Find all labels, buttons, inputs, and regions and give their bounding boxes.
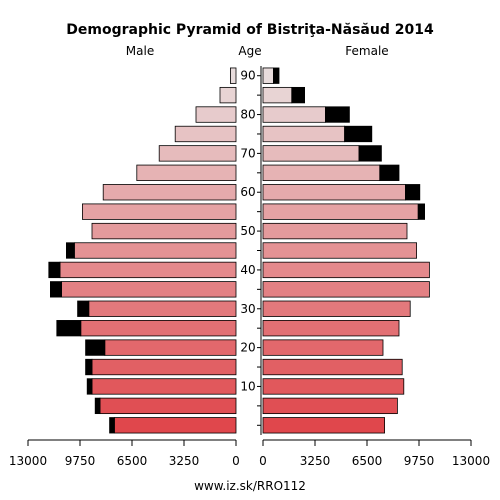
male-x-tick-label-6500: 6500 [117,454,148,468]
female-excess-90+ [272,67,280,84]
female-bar-25-29 [262,320,400,337]
female-x-tick-label-0: 0 [259,454,267,468]
age-tick-label-50: 50 [240,224,255,238]
source-footer: www.iz.sk/RRO112 [194,479,306,493]
male-bar-5-9 [99,397,237,415]
male-x-tick-label-9750: 9750 [65,454,96,468]
male-bar-0-4 [114,417,237,434]
female-x-tick-label-13000: 13000 [452,454,490,468]
male-bar-90+ [229,67,237,84]
female-bar-15-19 [262,358,403,376]
female-bar-35-39 [262,281,430,298]
male-bar-15-19 [91,358,237,376]
male-bar-20-24 [104,339,237,356]
age-tick-label-30: 30 [240,302,255,316]
male-excess-20-24 [85,339,106,356]
male-bar-30-34 [88,300,237,317]
axes-layer: 13000 13000 9750 9750 6500 6500 3250 3250 0 0 90 80… [9,66,490,468]
female-excess-80-84 [324,106,350,123]
female-excess-65-69 [379,164,400,181]
male-excess-0-4 [109,417,115,434]
male-bar-10-14 [91,378,237,395]
age-tick-label-20: 20 [240,341,255,355]
bars-layer [48,67,430,434]
female-bar-60-64 [262,184,406,201]
male-excess-40-44 [48,261,61,279]
female-bar-65-69 [262,164,381,181]
male-label: Male [126,44,154,58]
male-excess-25-29 [56,320,82,337]
age-tick-label-10: 10 [240,379,255,393]
female-excess-85-89 [291,86,305,104]
male-excess-35-39 [50,281,63,298]
male-bar-55-59 [82,203,237,220]
age-tick-label-90: 90 [240,69,255,83]
male-bar-50-54 [91,222,237,240]
female-bar-75-79 [262,125,345,143]
female-bar-40-44 [262,261,430,279]
male-bar-85-89 [219,86,237,104]
chart-title: Demographic Pyramid of Bistriţa-Năsăud 2… [66,22,434,38]
age-tick-label-40: 40 [240,263,255,277]
female-x-tick-label-6500: 6500 [352,454,383,468]
age-tick-label-80: 80 [240,108,255,122]
female-bar-10-14 [262,378,405,395]
male-x-tick-label-13000: 13000 [9,454,47,468]
male-bar-35-39 [61,281,237,298]
female-excess-70-74 [358,145,382,162]
female-bar-50-54 [262,222,408,240]
female-bar-70-74 [262,145,360,162]
female-bar-45-49 [262,242,418,259]
female-excess-55-59 [417,203,426,220]
female-excess-60-64 [404,184,421,201]
female-bar-20-24 [262,339,384,356]
age-tick-label-70: 70 [240,146,255,160]
male-bar-75-79 [174,125,237,143]
male-bar-80-84 [195,106,237,123]
female-bar-55-59 [262,203,419,220]
male-bar-60-64 [102,184,237,201]
female-x-tick-label-3250: 3250 [300,454,331,468]
male-excess-5-9 [94,397,101,415]
female-x-tick-label-9750: 9750 [404,454,435,468]
age-tick-label-60: 60 [240,185,255,199]
male-bar-40-44 [59,261,237,279]
male-bar-65-69 [136,164,237,181]
female-bar-90+ [262,67,274,84]
female-bar-30-34 [262,300,411,317]
male-excess-45-49 [66,242,75,259]
male-excess-10-14 [86,378,93,395]
male-x-tick-label-3250: 3250 [169,454,200,468]
male-bar-25-29 [80,320,237,337]
female-bar-5-9 [262,397,398,415]
female-bar-80-84 [262,106,326,123]
male-bar-70-74 [158,145,237,162]
female-bar-85-89 [262,86,293,104]
female-label: Female [345,44,388,58]
age-label: Age [238,44,261,58]
male-x-tick-label-0: 0 [232,454,240,468]
female-bar-0-4 [262,417,385,434]
male-excess-15-19 [85,358,93,376]
male-excess-30-34 [77,300,90,317]
male-bar-45-49 [74,242,237,259]
female-excess-75-79 [344,125,373,143]
